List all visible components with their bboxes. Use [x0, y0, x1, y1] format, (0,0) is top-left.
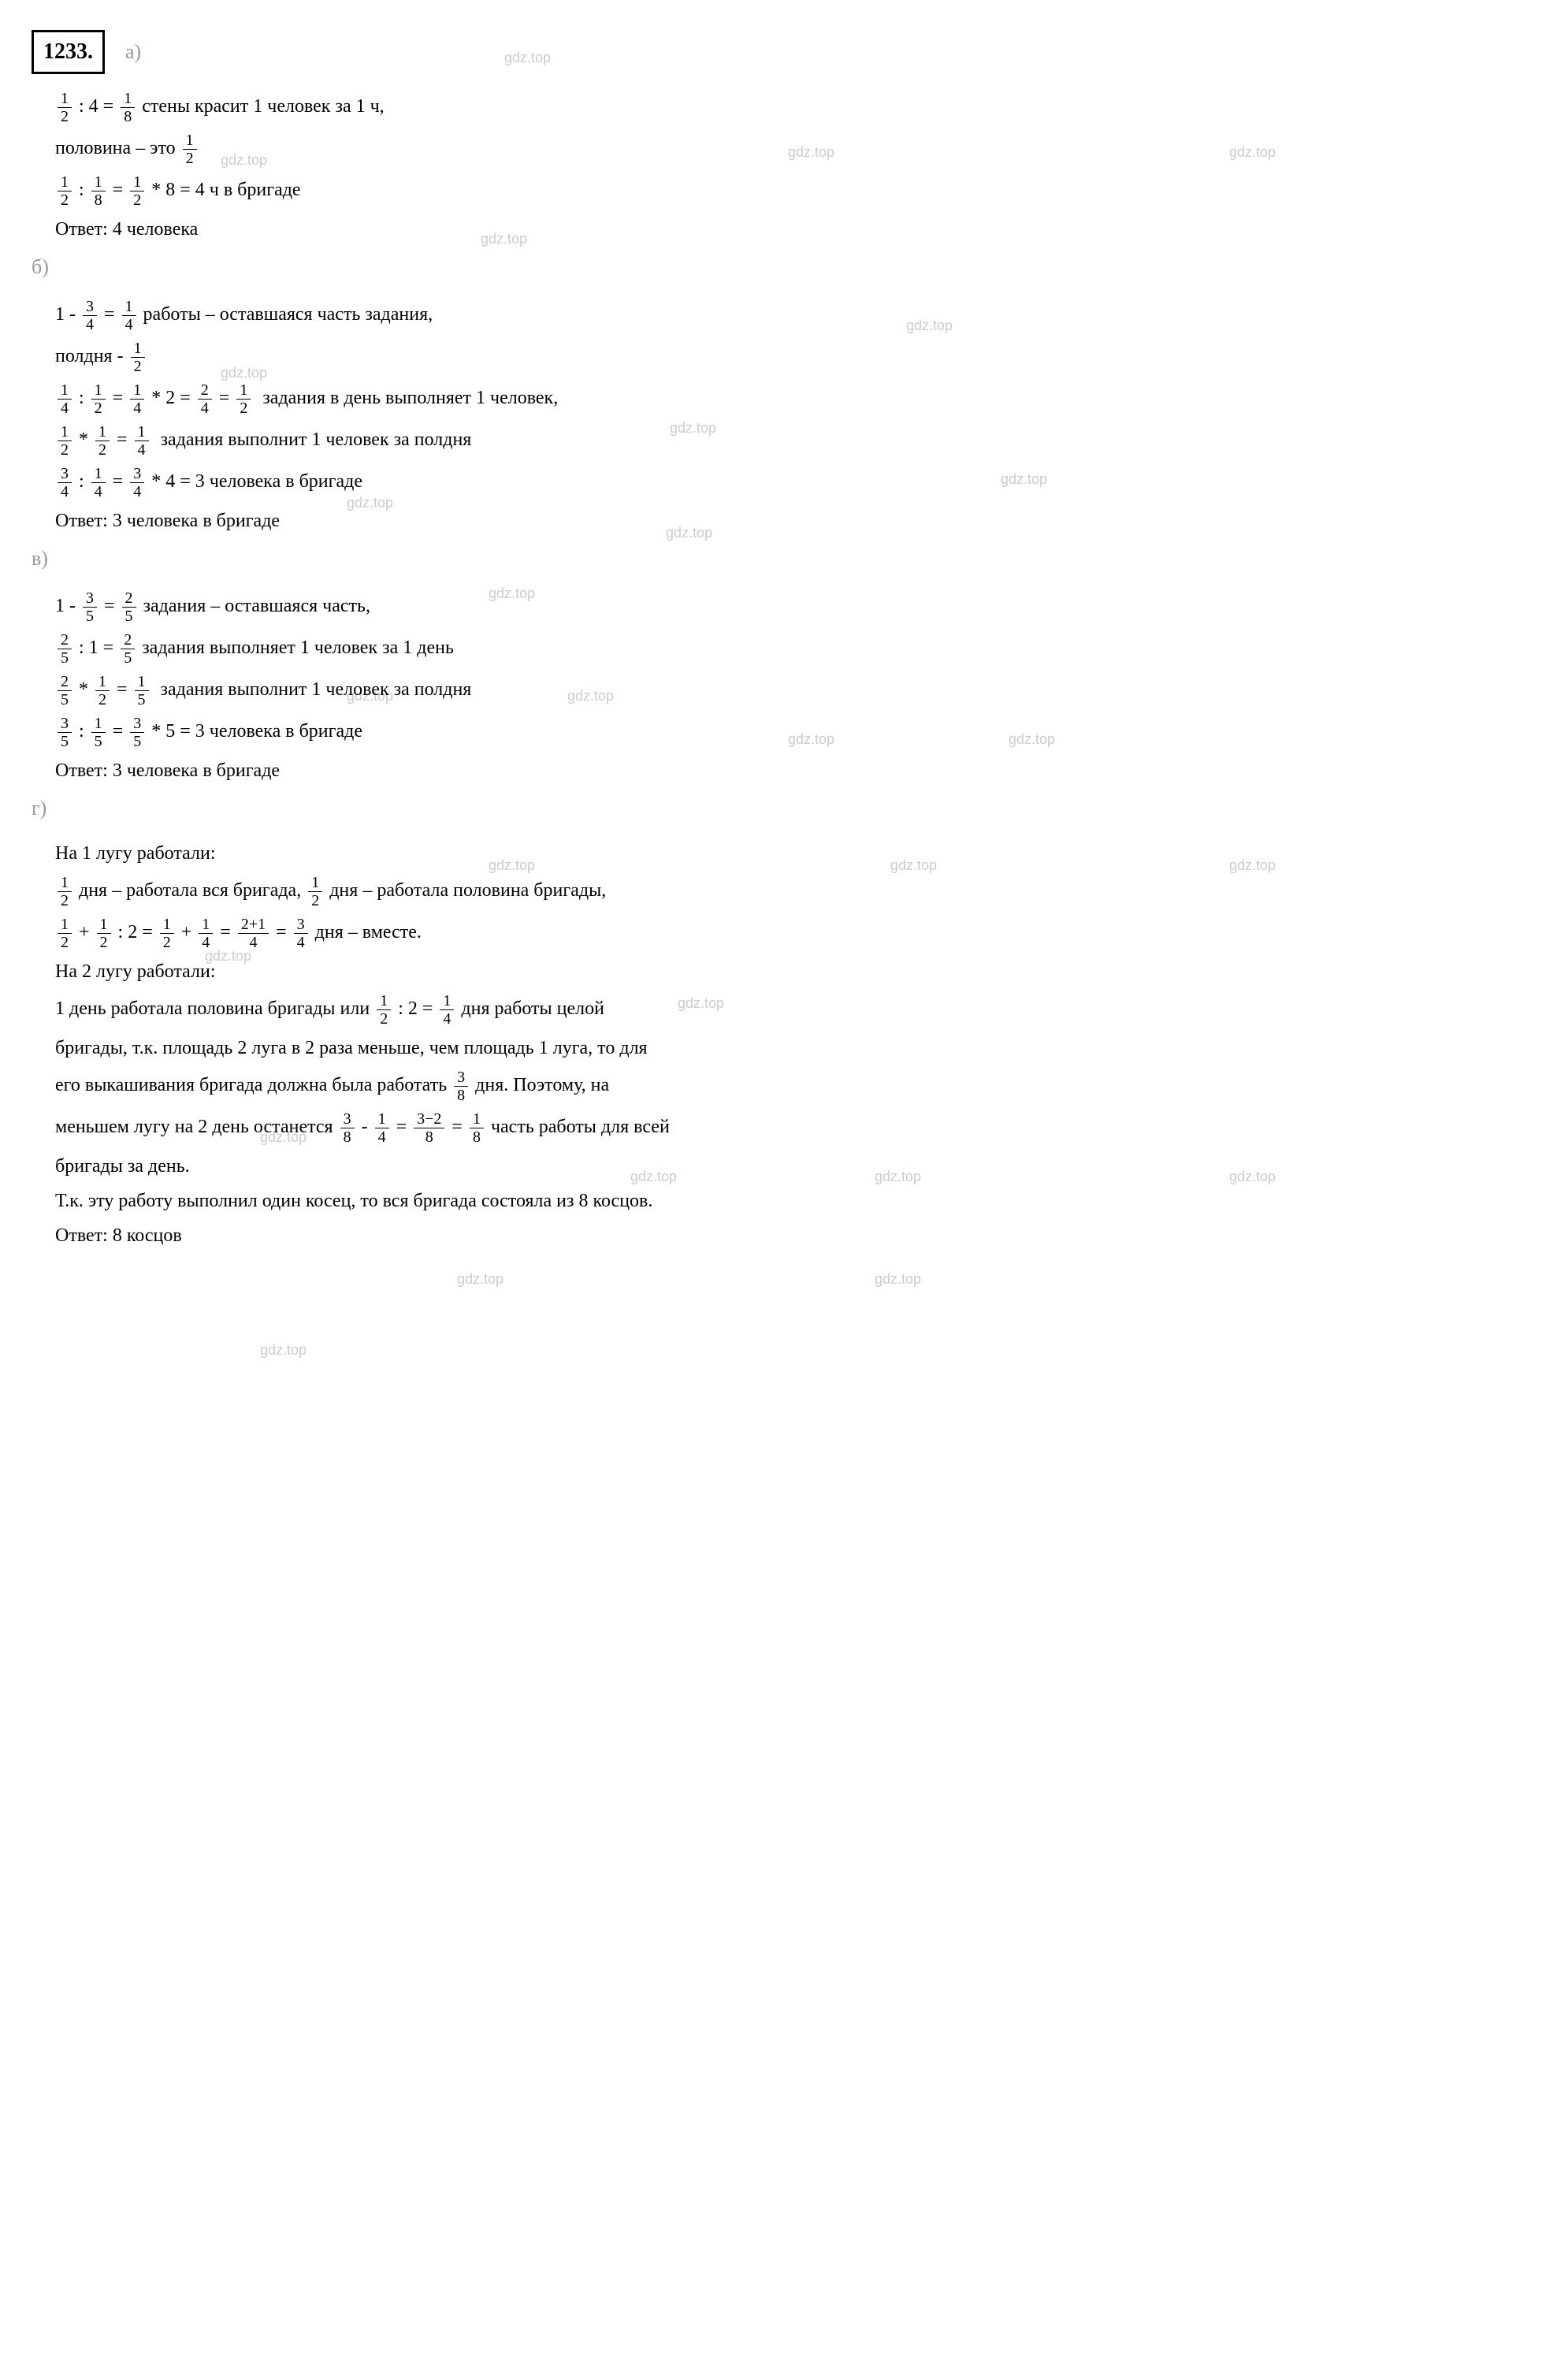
a-answer: Ответ: 4 человека: [55, 215, 1536, 244]
g-text-8a: меньшем лугу на 2 день останется: [55, 1117, 333, 1137]
v-text-4: человека в бригаде: [210, 721, 362, 742]
b-text-4: задания выполнит 1 человек за полдня: [161, 429, 472, 450]
g-text-2a: дня – работала вся бригада,: [79, 880, 301, 901]
g-line-2: 12 дня – работала вся бригада, 12 дня – …: [55, 874, 1536, 909]
section-g: На 1 лугу работали: 12 дня – работала вс…: [55, 839, 1536, 1250]
g-text-5b: дня работы целой: [461, 998, 604, 1019]
b-line-2: полдня - 12: [55, 340, 1536, 375]
g-line-1: На 1 лугу работали:: [55, 839, 1536, 868]
v-text-1: задания – оставшаяся часть,: [143, 596, 370, 616]
g-line-7: его выкашивания бригада должна была рабо…: [55, 1069, 1536, 1104]
g-text-3: дня – вместе.: [315, 922, 422, 942]
v-answer: Ответ: 3 человека в бригаде: [55, 757, 1536, 785]
section-b: 1 - 34 = 14 работы – оставшаяся часть за…: [55, 298, 1536, 535]
g-text-7a: его выкашивания бригада должна была рабо…: [55, 1075, 447, 1095]
g-line-5: 1 день работала половина бригады или 12 …: [55, 992, 1536, 1028]
b-line-3: 14 : 12 = 14 * 2 = 24 = 12 задания в ден…: [55, 381, 1536, 417]
g-line-4: На 2 лугу работали:: [55, 957, 1536, 986]
g-text-2b: дня – работала половина бригады,: [329, 880, 606, 901]
a-line-1: 12 : 4 = 18 стены красит 1 человек за 1 …: [55, 90, 1536, 125]
g-text-8b: часть работы для всей: [491, 1117, 670, 1137]
v-line-3: 25 * 12 = 15 задания выполнит 1 человек …: [55, 673, 1536, 708]
g-line-3: 12 + 12 : 2 = 12 + 14 = 2+14 = 34 дня – …: [55, 916, 1536, 951]
b-answer: Ответ: 3 человека в бригаде: [55, 507, 1536, 535]
watermark-text: gdz.top: [260, 1340, 307, 1361]
a-text-3: ч в бригаде: [210, 180, 301, 200]
section-v-label: в): [32, 543, 1536, 574]
a-text-2: половина – это: [55, 138, 176, 158]
section-g-label: г): [32, 793, 1536, 823]
b-text-3: задания в день выполняет 1 человек,: [262, 388, 558, 408]
b-line-1: 1 - 34 = 14 работы – оставшаяся часть за…: [55, 298, 1536, 333]
b-text-1: работы – оставшаяся часть задания,: [143, 304, 433, 325]
a-line-3: 12 : 18 = 12 * 8 = 4 ч в бригаде: [55, 173, 1536, 209]
b-line-4: 12 * 12 = 14 задания выполнит 1 человек …: [55, 423, 1536, 459]
section-a-label: а): [125, 40, 141, 63]
a-text-1: стены красит 1 человек за 1 ч,: [142, 96, 384, 117]
g-line-6: бригады, т.к. площадь 2 луга в 2 раза ме…: [55, 1034, 1536, 1062]
section-v: 1 - 35 = 25 задания – оставшаяся часть, …: [55, 589, 1536, 785]
v-line-1: 1 - 35 = 25 задания – оставшаяся часть,: [55, 589, 1536, 625]
g-line-9: бригады за день.: [55, 1152, 1536, 1180]
section-a: 12 : 4 = 18 стены красит 1 человек за 1 …: [55, 90, 1536, 244]
v-text-2: задания выполняет 1 человек за 1 день: [142, 638, 454, 658]
g-text-5a: 1 день работала половина бригады или: [55, 998, 370, 1019]
b-line-5: 34 : 14 = 34 * 4 = 3 человека в бригаде: [55, 465, 1536, 500]
g-line-10: Т.к. эту работу выполнил один косец, то …: [55, 1187, 1536, 1215]
v-line-4: 35 : 15 = 35 * 5 = 3 человека в бригаде: [55, 715, 1536, 750]
b-text-5: человека в бригаде: [210, 471, 362, 492]
v-line-2: 25 : 1 = 25 задания выполняет 1 человек …: [55, 631, 1536, 667]
g-text-7b: дня. Поэтому, на: [475, 1075, 609, 1095]
section-b-label: б): [32, 251, 1536, 282]
problem-number: 1233.: [32, 30, 105, 74]
v-text-3: задания выполнит 1 человек за полдня: [161, 679, 472, 700]
b-text-2: полдня -: [55, 346, 124, 366]
header-line: 1233. а): [32, 30, 1536, 74]
g-answer: Ответ: 8 косцов: [55, 1221, 1536, 1250]
a-line-2: половина – это 12: [55, 132, 1536, 167]
watermark-text: gdz.top: [457, 1269, 503, 1290]
g-line-8: меньшем лугу на 2 день останется 38 - 14…: [55, 1110, 1536, 1146]
watermark-text: gdz.top: [875, 1269, 921, 1290]
